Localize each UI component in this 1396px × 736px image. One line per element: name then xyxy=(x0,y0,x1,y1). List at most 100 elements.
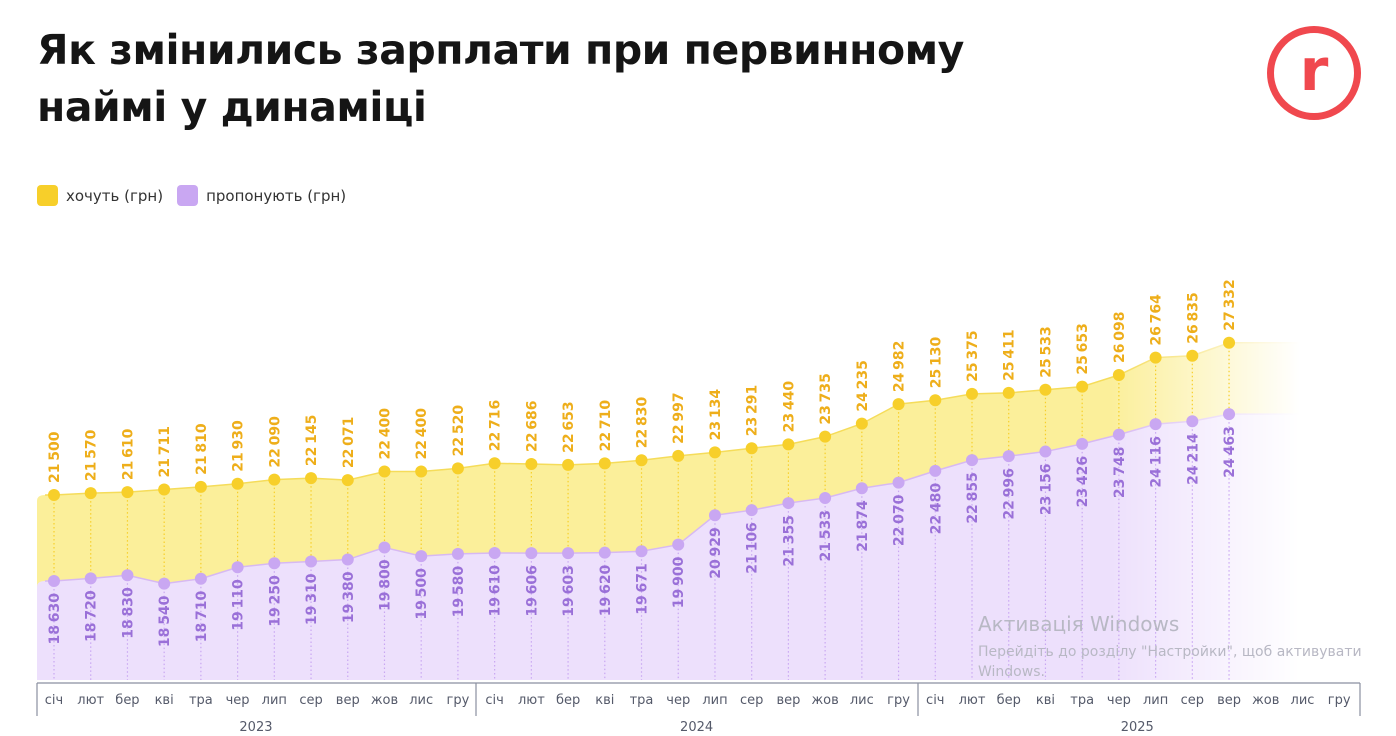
month-tick-label: кві xyxy=(595,693,614,708)
year-tick-label: 2025 xyxy=(1121,720,1154,735)
offer-value-label: 21 106 xyxy=(745,522,761,574)
want-point xyxy=(488,457,501,470)
want-point xyxy=(1039,383,1052,396)
offer-value-label: 23 748 xyxy=(1112,447,1128,499)
offer-point xyxy=(929,464,942,477)
want-point xyxy=(1112,368,1125,381)
want-value-label: 22 686 xyxy=(524,401,540,453)
want-value-label: 22 520 xyxy=(451,405,467,457)
title-line-2: наймі у динаміці xyxy=(37,83,427,131)
want-value-label: 21 570 xyxy=(84,429,100,481)
month-tick-label: лют xyxy=(518,693,545,708)
legend-label-offer: пропонують (грн) xyxy=(206,186,347,205)
month-tick-label: лип xyxy=(262,693,287,708)
watermark-title: Активація Windows xyxy=(978,612,1180,636)
offer-point xyxy=(194,572,207,585)
offer-point xyxy=(231,561,244,574)
watermark-text: Перейдіть до розділу "Настройки", щоб ак… xyxy=(978,644,1362,680)
offer-point xyxy=(966,454,978,467)
offer-point xyxy=(672,538,685,551)
chart-legend: хочуть (грн) пропонують (грн) xyxy=(37,185,346,206)
year-tick-label: 2024 xyxy=(680,720,713,735)
offer-value-label: 19 310 xyxy=(304,573,320,625)
want-point xyxy=(268,473,281,486)
offer-value-label: 22 480 xyxy=(928,483,944,535)
want-value-label: 25 130 xyxy=(928,336,944,388)
want-point xyxy=(231,477,244,490)
month-tick-label: чер xyxy=(666,693,690,708)
offer-value-label: 23 156 xyxy=(1038,464,1054,516)
want-value-label: 22 653 xyxy=(561,401,577,453)
want-point xyxy=(48,489,60,501)
want-point xyxy=(966,387,978,400)
offer-point xyxy=(708,509,721,522)
month-tick-label: гру xyxy=(1328,693,1351,708)
month-tick-label: бер xyxy=(997,693,1021,708)
page-title: Як змінились зарплати при первинному найм… xyxy=(37,22,964,136)
month-tick-label: вер xyxy=(776,693,800,708)
offer-value-label: 19 380 xyxy=(341,571,357,623)
want-point xyxy=(451,462,464,475)
want-point xyxy=(1186,349,1199,362)
want-value-label: 22 716 xyxy=(488,400,504,452)
offer-point xyxy=(415,550,428,563)
offer-value-label: 18 720 xyxy=(84,590,100,642)
want-value-label: 27 332 xyxy=(1222,279,1238,331)
want-value-label: 21 810 xyxy=(194,423,210,475)
want-value-label: 22 997 xyxy=(671,392,687,444)
offer-value-label: 22 996 xyxy=(1002,468,1018,520)
offer-point xyxy=(341,553,354,566)
month-tick-label: вер xyxy=(1217,693,1241,708)
logo-letter: r xyxy=(1299,36,1329,104)
legend-swatch-want xyxy=(37,185,58,206)
offer-point xyxy=(268,557,281,570)
offer-value-label: 20 929 xyxy=(708,527,724,579)
offer-point xyxy=(562,547,575,560)
month-tick-label: січ xyxy=(485,693,503,708)
offer-point xyxy=(598,546,611,559)
offer-point xyxy=(305,555,318,568)
offer-point xyxy=(158,577,171,590)
month-tick-label: кві xyxy=(1036,693,1055,708)
want-value-label: 25 411 xyxy=(1002,329,1018,381)
offer-value-label: 21 355 xyxy=(781,515,797,567)
windows-activation-watermark: Активація Windows Перейдіть до розділу "… xyxy=(978,612,1396,682)
month-tick-label: лют xyxy=(959,693,986,708)
want-point xyxy=(672,449,685,462)
want-point xyxy=(562,458,575,471)
want-point xyxy=(194,480,207,493)
offer-value-label: 19 603 xyxy=(561,565,577,617)
offer-value-label: 18 630 xyxy=(47,593,63,645)
offer-value-label: 24 214 xyxy=(1185,433,1201,485)
month-tick-label: жов xyxy=(1252,693,1279,708)
offer-value-label: 19 110 xyxy=(231,579,247,631)
want-point xyxy=(892,398,905,411)
offer-value-label: 18 830 xyxy=(120,587,136,639)
offer-point xyxy=(819,491,832,504)
want-value-label: 21 610 xyxy=(120,428,136,480)
want-value-label: 23 440 xyxy=(781,381,797,433)
offer-value-label: 22 070 xyxy=(892,494,908,546)
month-tick-label: гру xyxy=(447,693,470,708)
want-value-label: 25 533 xyxy=(1038,326,1054,378)
offer-point xyxy=(635,545,648,558)
month-tick-label: лип xyxy=(702,693,727,708)
month-tick-label: лис xyxy=(1291,693,1315,708)
want-value-label: 21 500 xyxy=(47,431,63,483)
offer-value-label: 19 671 xyxy=(635,563,651,615)
want-point xyxy=(158,483,171,496)
want-point xyxy=(745,442,758,455)
offer-point xyxy=(1076,437,1089,450)
want-point xyxy=(1223,336,1236,349)
want-value-label: 26 098 xyxy=(1112,311,1128,363)
offer-point xyxy=(1223,408,1236,421)
want-point xyxy=(782,438,795,451)
offer-value-label: 21 533 xyxy=(818,510,834,562)
offer-point xyxy=(84,572,97,585)
month-tick-label: лип xyxy=(1143,693,1168,708)
year-tick-label: 2023 xyxy=(239,720,272,735)
offer-point xyxy=(525,547,538,560)
offer-point xyxy=(378,541,391,554)
want-value-label: 22 071 xyxy=(341,417,357,469)
